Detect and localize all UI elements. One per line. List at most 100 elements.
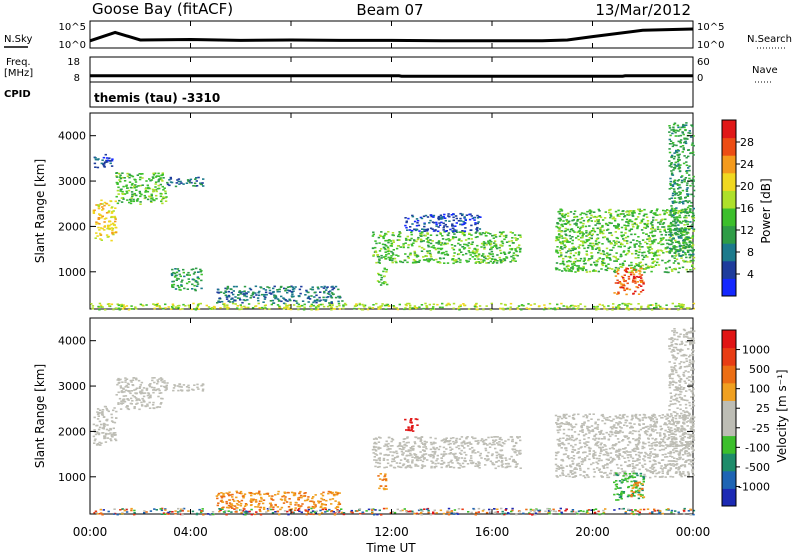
range-gate-cell — [519, 236, 522, 238]
range-gate-cell — [660, 243, 663, 246]
range-gate-cell — [682, 202, 685, 205]
range-gate-cell — [675, 466, 678, 469]
range-gate-cell — [603, 444, 606, 446]
range-gate-cell — [587, 259, 590, 262]
range-gate-cell — [354, 304, 358, 306]
range-gate-cell — [446, 303, 449, 306]
range-gate-cell — [508, 240, 511, 243]
range-gate-cell — [195, 306, 199, 309]
range-gate-cell — [133, 396, 136, 398]
range-gate-cell — [410, 447, 413, 450]
range-gate-cell — [626, 287, 629, 290]
range-gate-cell — [620, 427, 623, 429]
range-gate-cell — [150, 179, 154, 181]
range-gate-cell — [400, 445, 404, 447]
range-gate-cell — [623, 457, 626, 459]
range-gate-cell — [641, 246, 644, 248]
range-gate-cell — [461, 213, 464, 216]
range-gate-cell — [638, 248, 642, 251]
range-gate-cell — [404, 242, 407, 244]
range-gate-cell — [187, 304, 190, 307]
range-gate-cell — [276, 304, 280, 306]
range-gate-cell — [119, 385, 122, 387]
range-gate-cell — [96, 235, 99, 237]
range-gate-cell — [431, 308, 434, 310]
range-gate-cell — [238, 308, 241, 311]
range-gate-cell — [195, 180, 198, 182]
range-gate-cell — [583, 459, 587, 462]
range-gate-cell — [382, 270, 385, 273]
range-gate-cell — [555, 454, 558, 457]
range-gate-cell — [405, 226, 408, 229]
range-gate-cell — [486, 459, 490, 461]
range-gate-cell — [652, 216, 655, 219]
range-gate-cell — [652, 430, 655, 433]
range-gate-cell — [128, 174, 132, 176]
range-gate-cell — [392, 239, 395, 242]
range-gate-cell — [627, 271, 630, 274]
range-gate-cell — [627, 459, 631, 462]
range-gate-cell — [291, 286, 294, 288]
range-gate-cell — [445, 437, 448, 439]
range-gate-cell — [590, 214, 593, 217]
range-gate-cell — [112, 233, 115, 236]
range-gate-cell — [630, 271, 633, 274]
range-gate-cell — [456, 459, 460, 461]
range-gate-cell — [588, 432, 591, 434]
range-gate-cell — [595, 238, 599, 240]
range-gate-cell — [680, 255, 683, 257]
range-gate-cell — [407, 428, 410, 430]
range-gate-cell — [273, 285, 276, 288]
range-gate-cell — [575, 464, 579, 467]
range-gate-cell — [580, 226, 583, 229]
range-gate-cell — [685, 184, 689, 186]
range-gate-cell — [154, 172, 157, 175]
range-gate-cell — [635, 243, 638, 245]
range-gate-cell — [148, 385, 152, 388]
range-gate-cell — [666, 470, 670, 473]
range-gate-cell — [613, 292, 616, 294]
range-gate-cell — [636, 216, 640, 218]
range-gate-cell — [591, 248, 594, 250]
range-gate-cell — [690, 179, 693, 182]
range-gate-cell — [671, 255, 674, 258]
range-gate-cell — [390, 245, 393, 247]
range-gate-cell — [99, 227, 103, 229]
range-gate-cell — [628, 422, 631, 424]
range-gate-cell — [588, 270, 592, 273]
range-gate-cell — [613, 472, 617, 475]
range-gate-cell — [676, 184, 680, 186]
range-gate-cell — [241, 301, 244, 304]
range-gate-cell — [561, 225, 564, 228]
range-gate-cell — [641, 447, 644, 450]
range-gate-cell — [500, 233, 503, 236]
range-gate-cell — [469, 254, 472, 256]
range-gate-cell — [169, 308, 173, 310]
range-gate-cell — [410, 418, 413, 420]
range-gate-cell — [492, 441, 495, 444]
range-gate-cell — [562, 474, 565, 476]
range-gate-cell — [467, 308, 471, 310]
range-gate-cell — [132, 194, 135, 196]
range-gate-cell — [99, 234, 103, 236]
range-gate-cell — [448, 439, 452, 442]
range-gate-cell — [617, 241, 621, 243]
range-gate-cell — [366, 308, 370, 311]
range-gate-cell — [283, 298, 286, 300]
range-gate-cell — [310, 308, 313, 311]
range-gate-cell — [566, 215, 570, 217]
range-gate-cell — [658, 462, 661, 464]
range-gate-cell — [383, 234, 386, 237]
range-gate-cell — [475, 261, 478, 263]
range-gate-cell — [354, 305, 358, 307]
range-gate-cell — [227, 300, 230, 302]
range-gate-cell — [90, 303, 93, 305]
range-gate-cell — [439, 218, 443, 220]
range-gate-cell — [489, 248, 492, 251]
range-gate-cell — [602, 236, 605, 239]
range-gate-cell — [468, 213, 471, 216]
range-gate-cell — [587, 244, 590, 247]
range-gate-cell — [564, 269, 567, 271]
range-gate-cell — [646, 306, 650, 308]
range-gate-cell — [581, 236, 584, 239]
